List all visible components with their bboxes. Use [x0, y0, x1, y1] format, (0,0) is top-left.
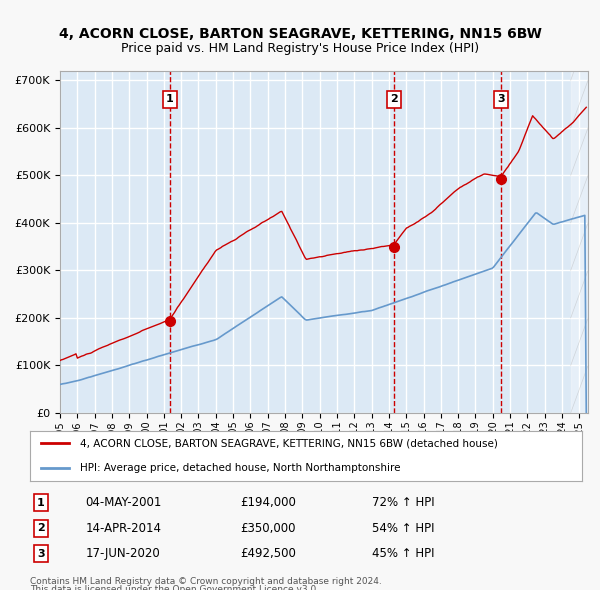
- Text: 45% ↑ HPI: 45% ↑ HPI: [372, 547, 435, 560]
- Text: This data is licensed under the Open Government Licence v3.0.: This data is licensed under the Open Gov…: [30, 585, 319, 590]
- Text: 4, ACORN CLOSE, BARTON SEAGRAVE, KETTERING, NN15 6BW (detached house): 4, ACORN CLOSE, BARTON SEAGRAVE, KETTERI…: [80, 438, 497, 448]
- Text: £492,500: £492,500: [240, 547, 296, 560]
- Text: 17-JUN-2020: 17-JUN-2020: [85, 547, 160, 560]
- Text: 14-APR-2014: 14-APR-2014: [85, 522, 161, 535]
- Text: 3: 3: [497, 94, 505, 104]
- Text: Contains HM Land Registry data © Crown copyright and database right 2024.: Contains HM Land Registry data © Crown c…: [30, 577, 382, 586]
- Text: £194,000: £194,000: [240, 496, 296, 509]
- Text: 54% ↑ HPI: 54% ↑ HPI: [372, 522, 435, 535]
- Text: 72% ↑ HPI: 72% ↑ HPI: [372, 496, 435, 509]
- Text: HPI: Average price, detached house, North Northamptonshire: HPI: Average price, detached house, Nort…: [80, 463, 400, 473]
- Text: 1: 1: [37, 498, 45, 507]
- Text: Price paid vs. HM Land Registry's House Price Index (HPI): Price paid vs. HM Land Registry's House …: [121, 42, 479, 55]
- Text: 3: 3: [37, 549, 45, 559]
- Text: 2: 2: [37, 523, 45, 533]
- Text: 4, ACORN CLOSE, BARTON SEAGRAVE, KETTERING, NN15 6BW: 4, ACORN CLOSE, BARTON SEAGRAVE, KETTERI…: [59, 27, 541, 41]
- Text: £350,000: £350,000: [240, 522, 295, 535]
- Text: 04-MAY-2001: 04-MAY-2001: [85, 496, 161, 509]
- Text: 2: 2: [390, 94, 398, 104]
- Text: 1: 1: [166, 94, 174, 104]
